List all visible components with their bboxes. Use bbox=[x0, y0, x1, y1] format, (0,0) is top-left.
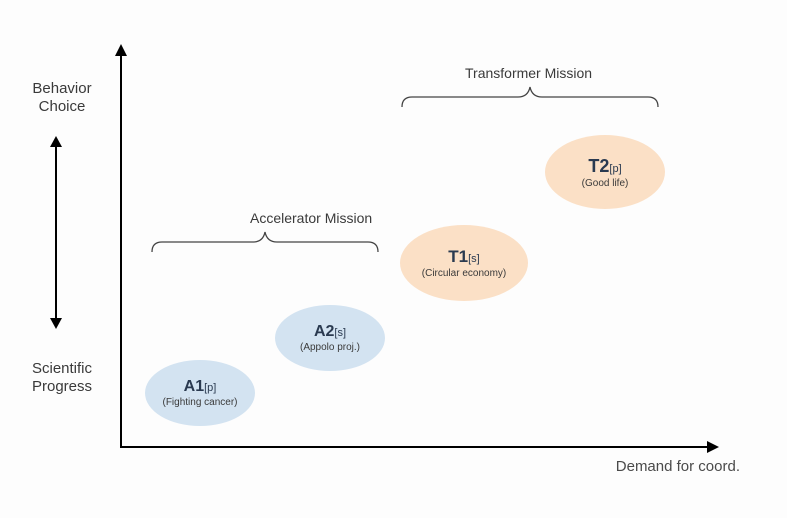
node-a1: A1[p] (Fighting cancer) bbox=[145, 360, 255, 426]
node-a1-suffix: [p] bbox=[204, 382, 216, 394]
node-a1-label: A1 bbox=[184, 378, 204, 395]
brace-accelerator-icon bbox=[150, 230, 380, 254]
y-axis-arrow-icon bbox=[115, 44, 127, 56]
y-range-arrow-shaft bbox=[55, 145, 57, 320]
node-t1: T1[s] (Circular economy) bbox=[400, 225, 528, 301]
y-axis-line bbox=[120, 48, 122, 448]
node-t1-sub: (Circular economy) bbox=[422, 268, 506, 279]
y-axis-top-label: Behavior Choice bbox=[12, 80, 112, 116]
node-t2-suffix: [p] bbox=[609, 163, 621, 175]
node-a2-sub: (Appolo proj.) bbox=[300, 342, 360, 353]
y-range-arrow-up-icon bbox=[50, 136, 62, 147]
brace-transformer-icon bbox=[400, 85, 660, 109]
y-top-line1: Behavior bbox=[12, 80, 112, 98]
node-t2-title: T2[p] bbox=[588, 156, 621, 177]
y-bottom-line1: Scientific bbox=[12, 360, 112, 378]
node-a1-sub: (Fighting cancer) bbox=[162, 397, 237, 408]
y-axis-bottom-label: Scientific Progress bbox=[12, 360, 112, 396]
node-a2: A2[s] (Appolo proj.) bbox=[275, 305, 385, 371]
group-label-accelerator: Accelerator Mission bbox=[250, 210, 372, 226]
chart-area: Demand for coord. Accelerator Mission Tr… bbox=[120, 30, 740, 470]
node-t1-title: T1[s] bbox=[448, 247, 479, 267]
x-axis-label: Demand for coord. bbox=[616, 458, 740, 475]
x-axis-line bbox=[120, 446, 710, 448]
node-a2-suffix: [s] bbox=[334, 327, 346, 339]
node-a2-title: A2[s] bbox=[314, 323, 346, 341]
x-axis-arrow-icon bbox=[707, 441, 719, 453]
group-label-transformer: Transformer Mission bbox=[465, 65, 592, 81]
node-a2-label: A2 bbox=[314, 323, 334, 340]
node-t2: T2[p] (Good life) bbox=[545, 135, 665, 209]
node-t1-label: T1 bbox=[448, 247, 468, 266]
y-range-arrow-down-icon bbox=[50, 318, 62, 329]
y-bottom-line2: Progress bbox=[12, 378, 112, 396]
node-t1-suffix: [s] bbox=[468, 253, 480, 265]
node-t2-label: T2 bbox=[588, 156, 609, 176]
y-top-line2: Choice bbox=[12, 98, 112, 116]
node-a1-title: A1[p] bbox=[184, 378, 217, 396]
node-t2-sub: (Good life) bbox=[582, 178, 629, 189]
